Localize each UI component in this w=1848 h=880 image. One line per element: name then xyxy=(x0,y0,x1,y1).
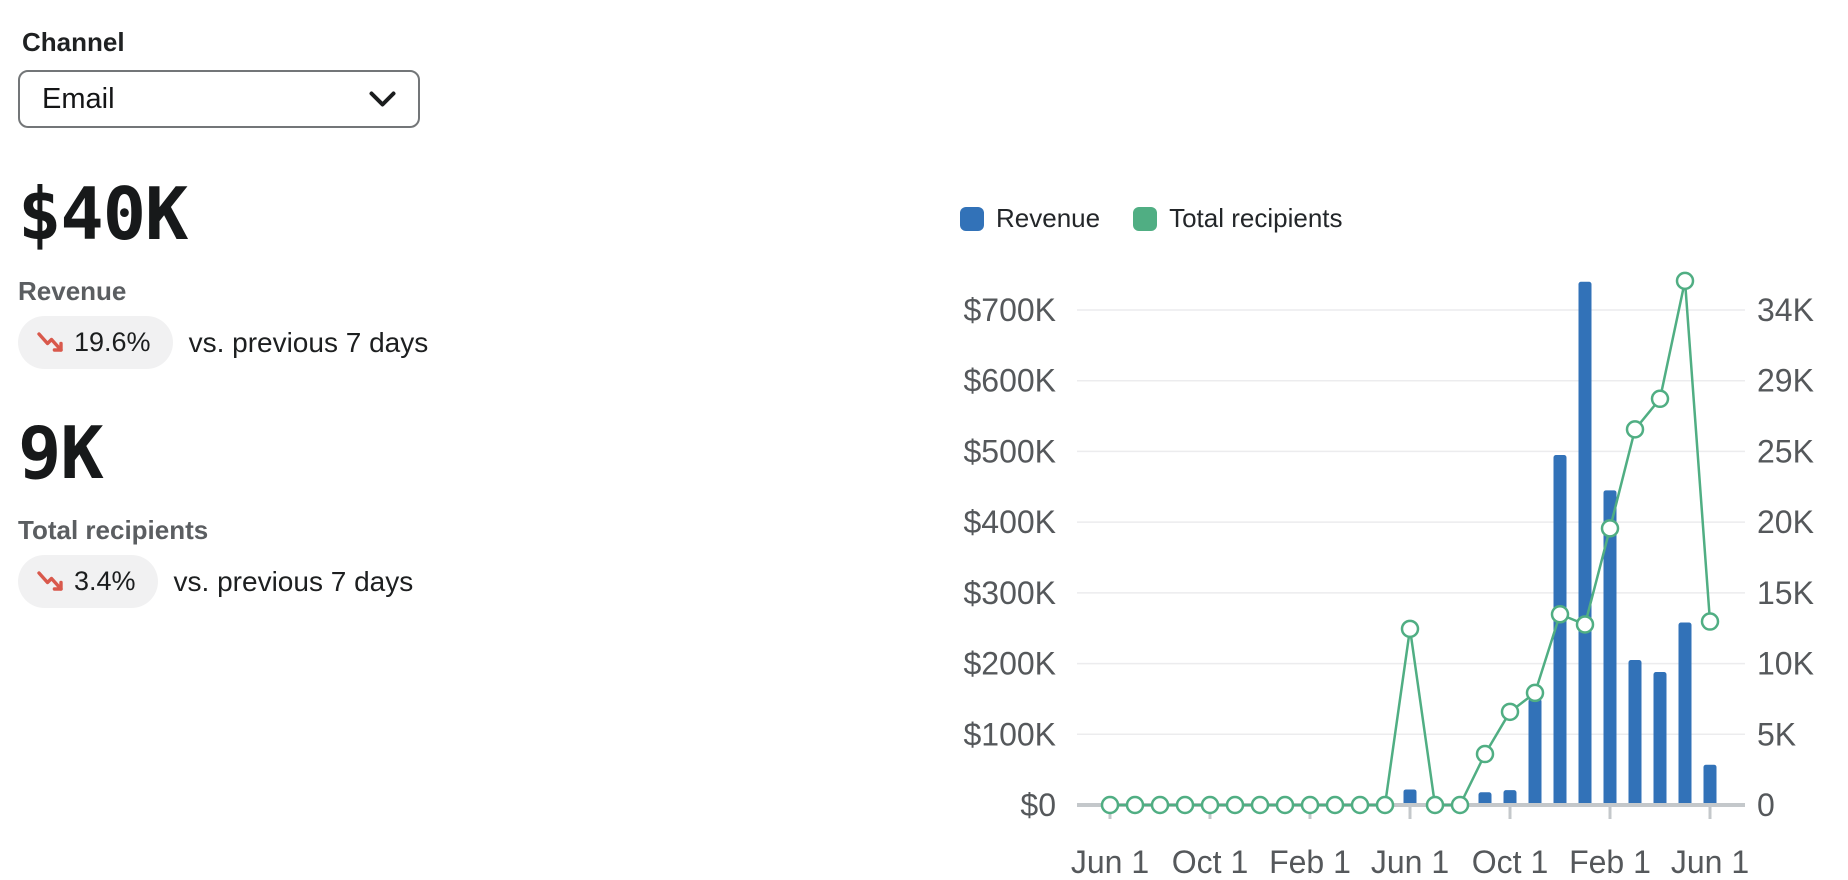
recipients-point[interactable] xyxy=(1450,795,1470,815)
recipients-point[interactable] xyxy=(1675,271,1695,291)
y-axis-label-right: 0 xyxy=(1757,787,1775,823)
metric-revenue: $40K Revenue 19.6% vs. previous 7 days xyxy=(18,178,638,369)
revenue-bar[interactable] xyxy=(1703,764,1717,807)
chart-legend: Revenue Total recipients xyxy=(960,203,1343,234)
legend-swatch-recipients xyxy=(1133,206,1158,231)
x-axis-label: Oct 1 xyxy=(1172,844,1248,880)
y-axis-label-right: 10K xyxy=(1757,646,1814,682)
legend-swatch-revenue xyxy=(960,206,984,231)
revenue-bar[interactable] xyxy=(1578,281,1592,807)
recipients-point[interactable] xyxy=(1275,795,1295,815)
y-axis-label-right: 25K xyxy=(1757,433,1814,469)
revenue-bar[interactable] xyxy=(1553,454,1567,807)
y-axis-label-right: 15K xyxy=(1757,575,1814,611)
recipients-point[interactable] xyxy=(1200,795,1220,815)
revenue-bar[interactable] xyxy=(1403,789,1417,807)
x-axis-label: Oct 1 xyxy=(1472,844,1548,880)
legend-label-revenue: Revenue xyxy=(996,203,1101,233)
recipients-point[interactable] xyxy=(1700,612,1720,631)
y-axis-label-left: $200K xyxy=(963,646,1056,682)
y-axis-label-left: $600K xyxy=(963,363,1056,399)
y-axis-label-right: 20K xyxy=(1757,504,1814,540)
revenue-bar[interactable] xyxy=(1653,672,1667,807)
channel-label: Channel xyxy=(22,27,125,57)
y-axis-label-left: $300K xyxy=(963,575,1056,611)
revenue-bar[interactable] xyxy=(1603,490,1617,807)
recipients-value: 9K xyxy=(18,411,104,495)
recipients-point[interactable] xyxy=(1600,519,1620,538)
channel-select[interactable]: Email xyxy=(18,70,420,128)
chevron-down-icon xyxy=(369,91,396,106)
revenue-bar[interactable] xyxy=(1528,698,1542,807)
recipients-point[interactable] xyxy=(1425,795,1445,815)
recipients-point[interactable] xyxy=(1225,795,1245,815)
legend-item-recipients: Total recipients xyxy=(1133,203,1343,234)
x-axis-label: Jun 1 xyxy=(1371,844,1449,880)
recipients-point[interactable] xyxy=(1300,795,1320,815)
x-axis-label: Feb 1 xyxy=(1569,844,1651,880)
revenue-change: 19.6% xyxy=(74,327,151,357)
revenue-trend-badge: 19.6% xyxy=(18,316,173,369)
trend-down-icon xyxy=(37,331,63,352)
y-axis-label-left: $700K xyxy=(963,292,1056,328)
y-axis-label-right: 5K xyxy=(1757,716,1796,752)
y-axis-label-left: $0 xyxy=(1020,787,1056,823)
y-axis-label-left: $400K xyxy=(963,504,1056,540)
y-axis-label-right: 29K xyxy=(1757,363,1814,399)
recipients-point[interactable] xyxy=(1650,389,1670,409)
recipients-point[interactable] xyxy=(1375,795,1395,815)
y-axis-label-left: $500K xyxy=(963,433,1056,469)
x-axis-label: Jun 1 xyxy=(1671,844,1749,880)
metrics-panel: Channel Email $40K Revenue 19.6% vs. pre… xyxy=(18,27,638,608)
trend-down-icon xyxy=(37,570,63,591)
revenue-bar[interactable] xyxy=(1678,622,1692,807)
recipients-point[interactable] xyxy=(1475,744,1495,764)
recipients-point[interactable] xyxy=(1175,795,1195,815)
recipients-point[interactable] xyxy=(1625,420,1645,439)
y-axis-label-left: $100K xyxy=(963,716,1056,752)
recipients-point[interactable] xyxy=(1575,615,1595,634)
recipients-point[interactable] xyxy=(1325,795,1345,815)
chart-panel: Revenue Total recipients Jun 1 Oct 1 Feb 1… xyxy=(940,140,1848,880)
recipients-point[interactable] xyxy=(1125,795,1145,815)
recipients-change: 3.4% xyxy=(74,566,136,596)
x-axis-label: Feb 1 xyxy=(1269,844,1351,880)
recipients-trend-badge: 3.4% xyxy=(18,555,158,608)
recipients-point[interactable] xyxy=(1500,702,1520,722)
recipients-point[interactable] xyxy=(1150,795,1170,815)
revenue-bar[interactable] xyxy=(1628,660,1642,807)
recipients-point[interactable] xyxy=(1100,795,1120,815)
recipients-point[interactable] xyxy=(1250,795,1270,815)
recipients-label: Total recipients xyxy=(18,515,209,545)
x-axis-label: Jun 1 xyxy=(1071,844,1149,880)
recipients-line xyxy=(1110,279,1712,807)
metric-recipients: 9K Total recipients 3.4% vs. previous 7 … xyxy=(18,417,638,608)
recipients-point[interactable] xyxy=(1350,795,1370,815)
combo-chart: Jun 1 Oct 1 Feb 1 Jun 1 Oct 1 Feb 1 Jun 1 $0 $10… xyxy=(963,271,1814,880)
revenue-label: Revenue xyxy=(18,276,127,306)
revenue-value: $40K xyxy=(18,172,188,256)
recipients-comparison: vs. previous 7 days xyxy=(173,565,414,597)
recipients-point[interactable] xyxy=(1525,683,1545,703)
revenue-comparison: vs. previous 7 days xyxy=(188,326,429,358)
recipients-point[interactable] xyxy=(1400,619,1420,639)
recipients-point[interactable] xyxy=(1550,605,1570,624)
legend-item-revenue: Revenue xyxy=(960,203,1100,234)
channel-select-value: Email xyxy=(42,82,115,115)
legend-label-recipients: Total recipients xyxy=(1169,203,1343,233)
y-axis-label-right: 34K xyxy=(1757,292,1814,328)
revenue-bar[interactable] xyxy=(1503,790,1517,807)
